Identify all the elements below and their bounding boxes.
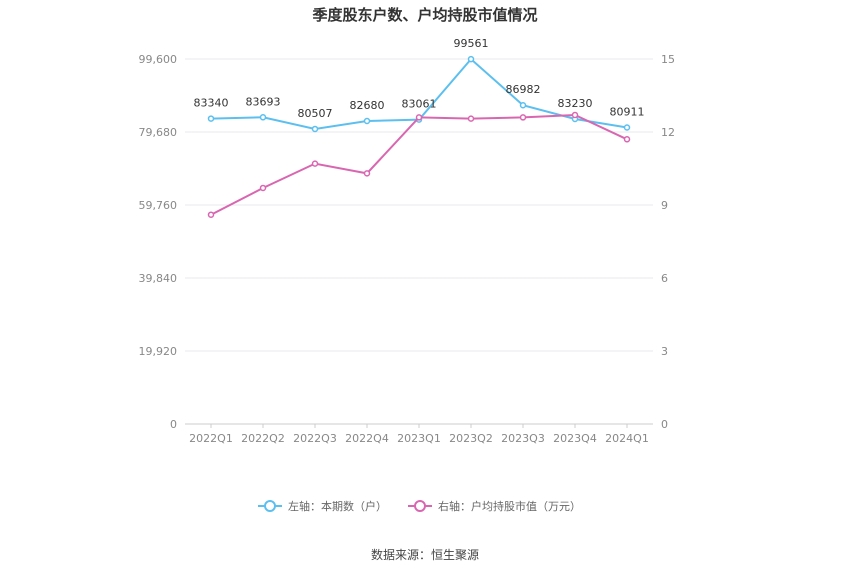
x-tick-label: 2022Q1 [189, 432, 233, 445]
data-point[interactable] [363, 117, 371, 125]
data-point[interactable] [259, 184, 267, 192]
axes: 0 19,920 39,840 59,760 79,680 99,600 0 3 6 9 12 15 2… [139, 53, 676, 445]
y-left-tick-label: 0 [170, 418, 177, 431]
y-left-tick-label: 99,600 [139, 53, 178, 66]
data-point[interactable] [623, 136, 631, 143]
data-label: 80507 [298, 107, 333, 120]
data-point[interactable] [623, 124, 631, 131]
data-label: 83230 [558, 97, 593, 110]
data-point[interactable] [207, 211, 215, 218]
y-left-tick-label: 19,920 [139, 345, 178, 358]
x-tick-label: 2024Q1 [605, 432, 649, 445]
data-point[interactable] [519, 101, 527, 109]
source-note: 数据来源：恒生聚源 [371, 547, 479, 562]
legend: 左轴：本期数（户） 右轴：户均持股市值（万元） [258, 499, 581, 513]
y-right-tick-label: 6 [661, 272, 668, 285]
data-label: 99561 [454, 37, 489, 50]
legend-item-right-series[interactable]: 右轴：户均持股市值（万元） [408, 499, 581, 513]
data-point[interactable] [467, 55, 475, 63]
series-line-right [210, 113, 628, 216]
data-label: 86982 [506, 83, 541, 96]
data-point[interactable] [519, 114, 527, 121]
x-tick-label: 2023Q1 [397, 432, 441, 445]
legend-swatch-marker [414, 500, 426, 512]
data-point[interactable] [311, 160, 319, 167]
x-tick-label: 2022Q2 [241, 432, 285, 445]
data-point[interactable] [207, 115, 215, 122]
y-left-tick-label: 79,680 [139, 126, 178, 139]
x-tick-label: 2022Q4 [345, 432, 389, 445]
data-point[interactable] [467, 115, 475, 122]
x-tick-label: 2023Q2 [449, 432, 493, 445]
data-label: 80911 [610, 105, 645, 118]
data-label: 83340 [194, 97, 229, 110]
data-point[interactable] [259, 114, 267, 121]
legend-swatch-marker [264, 500, 276, 512]
data-label: 82680 [350, 99, 385, 112]
legend-label-left-series: 左轴：本期数（户） [288, 499, 387, 513]
data-labels: 83340 83693 80507 82680 83061 99561 86982 83230… [194, 37, 645, 120]
chart-title: 季度股东户数、户均持股市值情况 [312, 6, 537, 24]
data-point[interactable] [415, 114, 423, 121]
x-tick-label: 2023Q4 [553, 432, 597, 445]
y-right-tick-label: 12 [661, 126, 675, 139]
x-tick-label: 2023Q3 [501, 432, 545, 445]
y-right-tick-label: 15 [661, 53, 675, 66]
x-tick-label: 2022Q3 [293, 432, 337, 445]
legend-item-left-series[interactable]: 左轴：本期数（户） [258, 499, 387, 513]
y-right-tick-label: 0 [661, 418, 668, 431]
data-label: 83693 [246, 95, 281, 108]
y-right-tick-label: 9 [661, 199, 668, 212]
y-left-tick-label: 39,840 [139, 272, 178, 285]
data-label: 83061 [402, 98, 437, 111]
data-point[interactable] [571, 111, 579, 119]
grid-lines [185, 58, 653, 425]
y-right-tick-label: 3 [661, 345, 668, 358]
data-point[interactable] [311, 125, 319, 133]
legend-label-right-series: 右轴：户均持股市值（万元） [438, 499, 581, 513]
series-layer [207, 55, 631, 218]
y-left-tick-label: 59,760 [139, 199, 178, 212]
data-point[interactable] [363, 170, 371, 177]
